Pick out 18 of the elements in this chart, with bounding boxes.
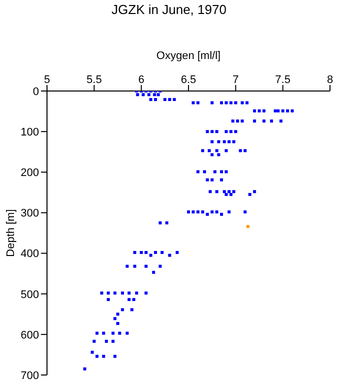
x-tick-label: 5.5: [86, 74, 102, 86]
y-tick-label: 500: [20, 288, 39, 301]
y-tick-label: 300: [20, 208, 39, 220]
x-tick-label: 6.5: [180, 74, 196, 86]
x-tick-label: 7.5: [275, 74, 290, 86]
x-tick-label: 8: [326, 74, 334, 86]
y-tick-label: 200: [20, 167, 39, 180]
chart-title: JGZK in June, 1970: [110, 2, 228, 17]
x-axis-title: Oxygen [ml/l]: [156, 50, 221, 62]
x-tick-label: 6: [138, 74, 144, 86]
y-tick-label: 400: [20, 248, 39, 260]
x-tick-label: 7: [232, 74, 239, 86]
y-tick-label: 100: [20, 126, 39, 138]
y-axis-title: Depth [m]: [4, 209, 17, 257]
y-tick-label: 600: [20, 329, 39, 342]
y-tick-label: 700: [20, 370, 39, 382]
x-tick-label: 5: [44, 74, 50, 86]
y-tick-label: 0: [32, 86, 39, 98]
